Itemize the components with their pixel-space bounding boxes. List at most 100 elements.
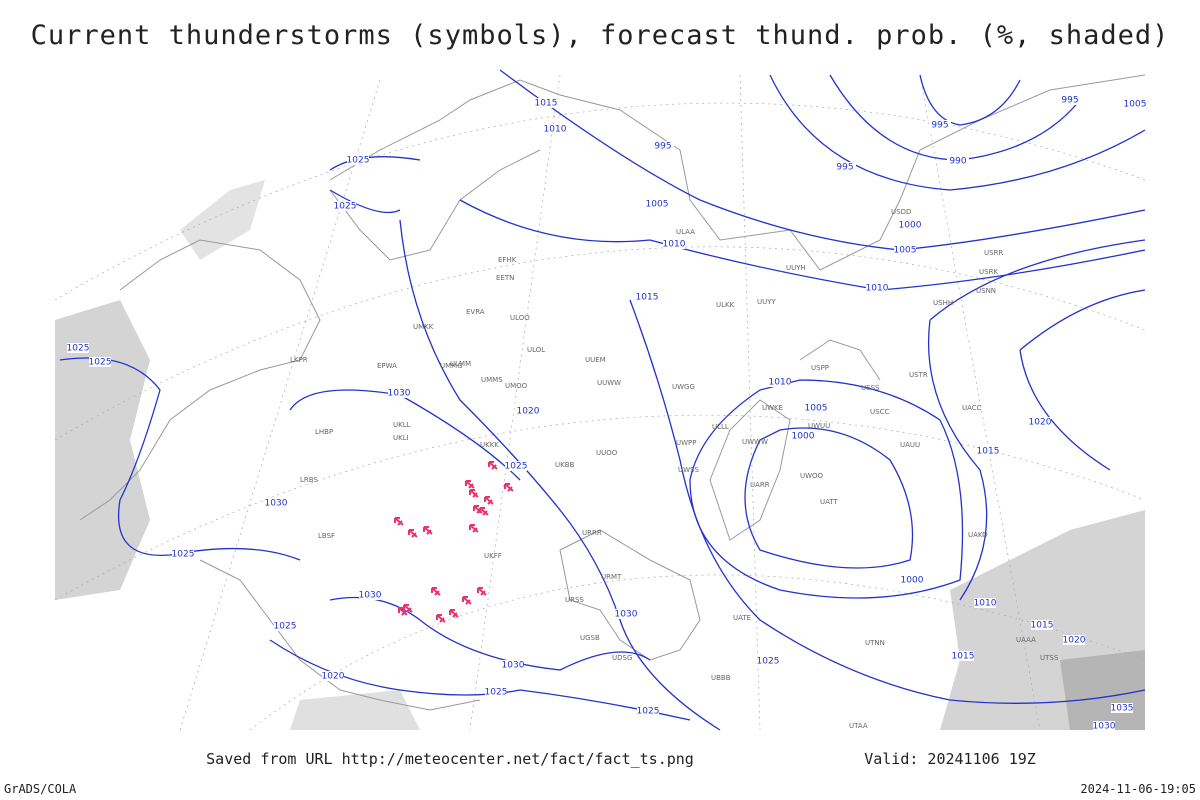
isobar-label: 1020 [517,407,540,417]
label-bg [1063,635,1085,645]
label-bg [899,220,921,230]
isobar-label: 1025 [172,550,195,560]
isobar-label: 995 [654,142,671,152]
isobars [59,69,1146,731]
isobar-label: 1025 [274,622,297,632]
label-bg [517,406,539,416]
station-label: UAUU [900,441,920,449]
storm-symbol [449,609,459,618]
station-label: UTSS [1040,654,1059,662]
label-bg [172,549,194,559]
storm-symbol [484,496,494,505]
isobar-label: 995 [931,121,948,131]
station-label: UATE [733,614,751,622]
label-bg [1059,95,1081,105]
isobar-label: 1035 [1111,704,1134,714]
station-label: UKLL [393,421,411,429]
station-label: UWUU [808,422,830,430]
label-bg [866,283,888,293]
station-label: LRBS [300,476,318,484]
isobar-label: 1025 [89,358,112,368]
station-label: USDD [891,208,911,216]
isobar-label: 1010 [866,284,889,294]
label-bg [388,388,410,398]
label-bg [974,598,996,608]
label-bg [535,98,557,108]
label-bg [769,377,791,387]
station-label: USCC [870,408,889,416]
label-bg [505,461,527,471]
label-bg [1093,721,1115,731]
station-label: USTR [909,371,928,379]
isobar-label: 1000 [899,221,922,231]
label-bg [792,431,814,441]
station-label: ULLL [712,423,729,431]
station-label: UWOO [800,472,824,480]
label-bg [757,656,779,666]
station-label: LHBP [315,428,333,436]
station-label: UGSB [580,634,600,642]
isobar-label: 1010 [544,125,567,135]
station-label: USNN [976,287,996,295]
label-bg [652,141,674,151]
station-label: UBBB [711,674,731,682]
isobar-label: 1030 [502,661,525,671]
station-label: UKKK [480,441,499,449]
label-bg [485,687,507,697]
station-label: UWKE [762,404,783,412]
graticule [54,74,1146,731]
station-label: UKLI [393,434,409,442]
station-label: UWWW [742,438,768,446]
isobar-label: 995 [1061,96,1078,106]
label-bg [265,498,287,508]
footer-left: GrADS/COLA [4,782,77,796]
isobar-label: 1030 [388,389,411,399]
storm-symbol [504,483,514,492]
isobar-label: 1005 [1124,100,1147,110]
label-bg [1124,99,1146,109]
storm-symbol [473,505,483,514]
storm-symbol [436,614,446,623]
station-label: LBSF [318,532,335,540]
footer-valid: Valid: 20241106 19Z [864,750,1036,768]
isobar-label: 1030 [359,591,382,601]
station-label: UAAA [1016,636,1036,644]
isobar-label: 1025 [757,657,780,667]
station-label: UKBB [555,461,575,469]
station-label: UMOO [505,382,528,390]
label-bg [952,651,974,661]
label-bg [901,575,923,585]
label-bg [977,446,999,456]
storm-symbol [469,524,479,533]
station-label: UUWW [597,379,621,387]
isobar-label: 1015 [1031,621,1054,631]
isobar-label: 1025 [347,156,370,166]
station-label: UTNN [865,639,885,647]
station-label: URSS [565,596,584,604]
station-label: UDSG [612,654,632,662]
isobar-label: 1005 [894,246,917,256]
station-label: UMKK [413,323,434,331]
isobar-label: 1025 [505,462,528,472]
footer-right: 2024-11-06-19:05 [1080,782,1196,796]
isobar-label: 1020 [1029,418,1052,428]
station-label: URRR [582,529,602,537]
label-bg [359,590,381,600]
station-label: UARR [750,481,770,489]
station-label: USRR [984,249,1003,257]
isobar-label: 1020 [322,672,345,682]
isobar-label: 1020 [1063,636,1086,646]
label-bg [615,609,637,619]
storm-symbol [431,587,441,596]
label-bg [544,124,566,134]
storm-symbol [423,526,433,535]
isobar-labels: 1015 1010 995 995 995 1005 990 995 1005 1010 1000 1… [67,95,1147,732]
station-label: ULMM [450,360,471,368]
label-bg [334,201,356,211]
isobar-label: 995 [836,163,853,173]
isobar-label: 1015 [535,99,558,109]
station-label: ULKK [716,301,735,309]
station-label: UKFF [484,552,502,560]
label-bg [947,156,969,166]
station-label: USRK [979,268,998,276]
